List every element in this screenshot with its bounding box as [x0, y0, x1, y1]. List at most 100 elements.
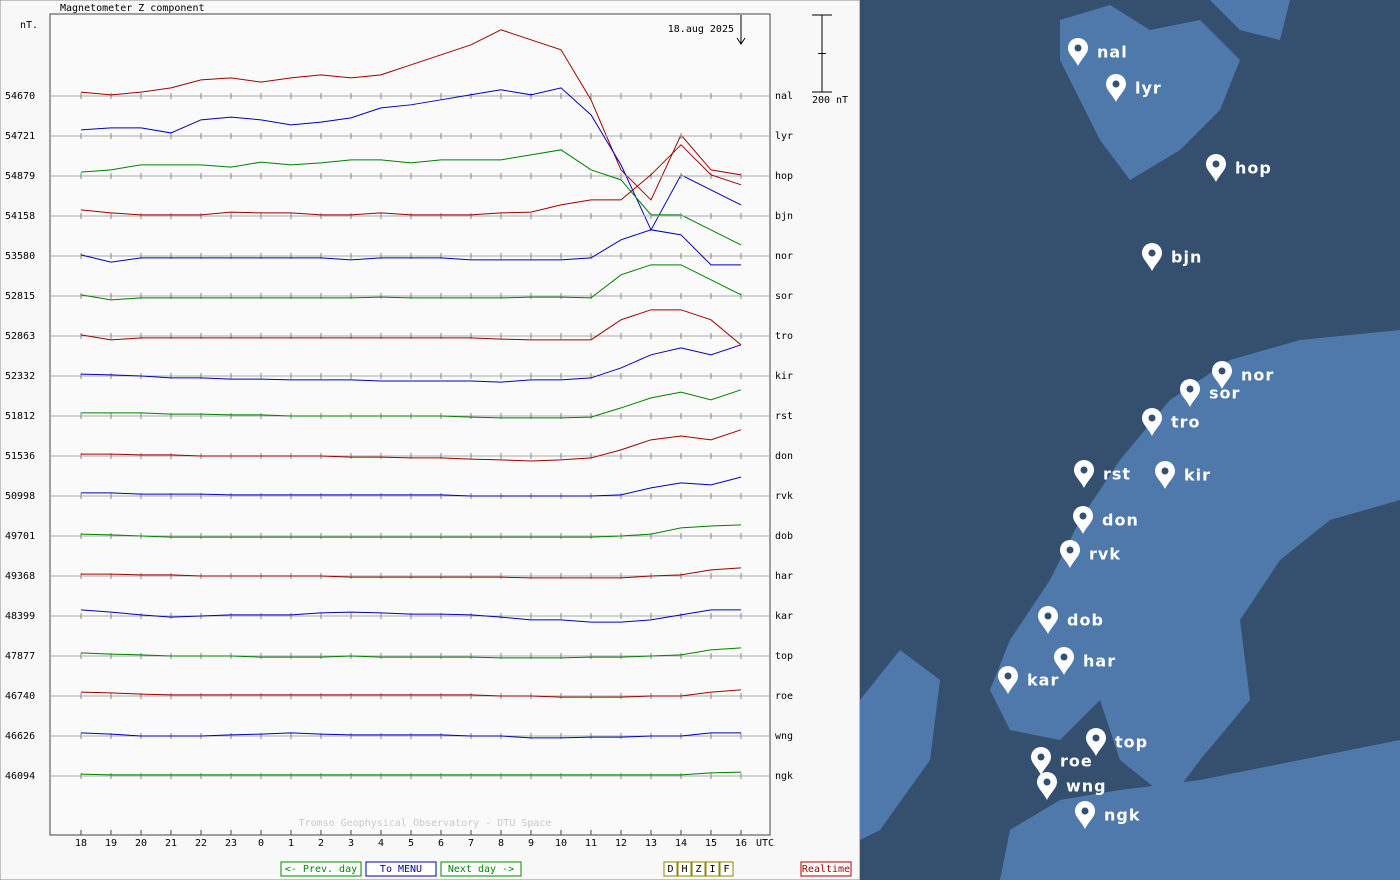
baseline-label: 49368 — [5, 571, 35, 582]
station-label: nal — [775, 91, 793, 102]
trace — [80, 609, 741, 623]
trace — [80, 29, 742, 201]
baseline-label: 52863 — [5, 331, 35, 342]
baseline-label: 52815 — [5, 291, 35, 302]
map-station-label: nal — [1097, 43, 1128, 62]
trace — [80, 229, 741, 266]
component-text[interactable]: F — [723, 864, 729, 875]
menu-button[interactable] — [365, 861, 437, 877]
trace — [81, 389, 742, 419]
component-text[interactable]: D — [667, 864, 673, 875]
chart: 18 19 20 21 22 23 0 1 2 3 4 5 6 7 8 9 10 11 12 13 14 15 165467… — [5, 14, 832, 849]
x-tick-label: 12 — [615, 838, 627, 849]
baseline-label: 51812 — [5, 411, 35, 422]
trace — [80, 524, 742, 538]
baseline-label: 53580 — [5, 251, 35, 262]
x-tick-label: 13 — [645, 838, 657, 849]
pin-hole — [1080, 466, 1088, 474]
trace — [80, 344, 742, 383]
pin — [1212, 361, 1232, 389]
map-station-label: sor — [1209, 384, 1240, 403]
map-station-label: wng — [1066, 777, 1107, 796]
x-tick-label: 18 — [75, 838, 87, 849]
pin — [1031, 747, 1051, 775]
map-station-label: bjn — [1171, 248, 1202, 267]
station-label: roe — [775, 691, 793, 702]
component-button[interactable] — [677, 861, 692, 877]
component-button[interactable] — [691, 861, 706, 877]
trace — [80, 771, 742, 776]
map-station-label: roe — [1060, 752, 1093, 771]
station-label: kir — [775, 371, 793, 382]
realtime-text[interactable]: Realtime — [802, 864, 850, 875]
map-station-label: rst — [1103, 465, 1131, 484]
x-tick-label: 11 — [585, 838, 597, 849]
pin — [1060, 540, 1080, 568]
pin-hole — [1148, 414, 1156, 422]
britain — [860, 650, 940, 840]
station-label: har — [775, 571, 793, 582]
station-label: top — [775, 651, 793, 662]
component-button[interactable] — [719, 861, 734, 877]
trace — [81, 476, 742, 497]
x-tick-label: 16 — [735, 838, 747, 849]
pin-hole — [1044, 612, 1052, 620]
component-button[interactable] — [705, 861, 720, 877]
pin — [1086, 728, 1106, 756]
station-label: dob — [775, 531, 793, 542]
x-tick-label: 20 — [135, 838, 147, 849]
baseline-label: 54879 — [5, 171, 35, 182]
x-tick-label: 23 — [225, 838, 237, 849]
component-text[interactable]: Z — [695, 864, 701, 875]
chart-title: Magnetometer Z component — [60, 3, 205, 14]
map-station-label: rvk — [1089, 545, 1121, 564]
x-tick-label: 6 — [438, 838, 444, 849]
x-tick-label: 3 — [348, 838, 354, 849]
prev-text[interactable]: <- Prev. day — [285, 864, 357, 875]
station-label: sor — [775, 291, 793, 302]
prev-button[interactable] — [280, 861, 362, 877]
component-button[interactable] — [663, 861, 678, 877]
station-label: rst — [775, 411, 793, 422]
menu-text[interactable]: To MENU — [380, 864, 422, 875]
baseline-label: 46740 — [5, 691, 35, 702]
next-button[interactable] — [440, 861, 522, 877]
component-text[interactable]: I — [709, 864, 715, 875]
station-label: wng — [775, 731, 793, 742]
x-tick-label: 7 — [468, 838, 474, 849]
scale-bar — [812, 14, 832, 93]
map-station-label: dob — [1067, 611, 1104, 630]
map-station-label: kar — [1027, 671, 1059, 690]
baseline-label: 47877 — [5, 651, 35, 662]
x-tick-label: 22 — [195, 838, 207, 849]
x-tick-label: 0 — [258, 838, 264, 849]
x-tick-label: 1 — [288, 838, 294, 849]
component-text[interactable]: H — [681, 864, 687, 875]
pin-hole — [1060, 653, 1068, 661]
trace — [80, 309, 742, 346]
pin-hole — [1218, 367, 1226, 375]
baseline-label: 52332 — [5, 371, 35, 382]
station-label: hop — [775, 171, 793, 182]
x-tick-label: 15 — [705, 838, 717, 849]
next-text[interactable]: Next day -> — [448, 864, 514, 875]
map-station-label: har — [1083, 652, 1116, 671]
map-station-label: hop — [1235, 159, 1272, 178]
x-tick-label: 10 — [555, 838, 567, 849]
pin-hole — [1074, 44, 1082, 52]
station-label: kar — [775, 611, 793, 622]
realtime-button[interactable] — [800, 861, 852, 877]
map-station-label: don — [1102, 511, 1139, 530]
pin — [1038, 606, 1058, 634]
unit-label: nT. — [20, 20, 38, 31]
x-tick-label: 5 — [408, 838, 414, 849]
x-tick-label: 2 — [318, 838, 324, 849]
baseline-label: 46626 — [5, 731, 35, 742]
x-unit: UTC — [756, 838, 774, 849]
station-label: ngk — [775, 771, 793, 782]
station-label: tro — [775, 331, 793, 342]
baseline-label: 50998 — [5, 491, 35, 502]
station-label: nor — [775, 251, 793, 262]
